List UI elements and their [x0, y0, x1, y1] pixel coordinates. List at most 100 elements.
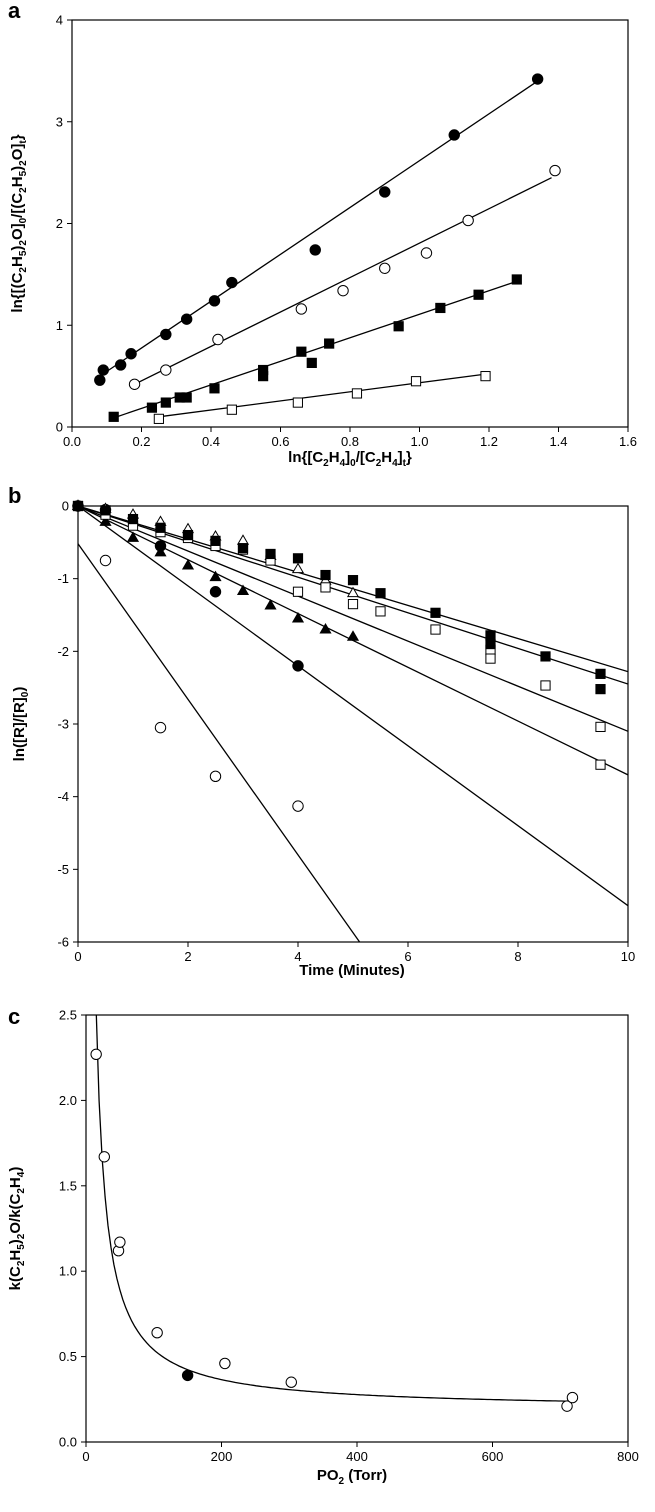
data-points: [90, 1048, 579, 1412]
data-point: [226, 404, 237, 415]
x-tick-label: 0.4: [202, 434, 220, 449]
data-point: [285, 1376, 297, 1388]
y-tick-label: -3: [57, 717, 69, 732]
data-point: [320, 569, 331, 581]
fit-line: [78, 506, 628, 907]
data-point: [595, 759, 606, 770]
data-point: [160, 364, 172, 376]
y-tick-label: 0.0: [59, 1435, 77, 1450]
data-point: [430, 607, 441, 618]
x-tick-label: 0.6: [271, 434, 289, 449]
y-tick-label: 1: [56, 318, 63, 333]
data-point: [180, 313, 193, 325]
data-point: [208, 295, 221, 307]
data-point: [379, 262, 391, 274]
y-tick-label: 2.5: [59, 1008, 77, 1023]
y-tick-label: -1: [57, 571, 69, 586]
y-axis-label: ln{[(C2H5)2O]0/[(C2H5)2O]t}: [9, 134, 29, 312]
y-tick-label: 3: [56, 114, 63, 129]
fit-line: [99, 80, 539, 377]
data-point: [485, 653, 496, 664]
data-point: [347, 575, 359, 586]
fit-line: [134, 177, 552, 385]
data-point: [90, 1048, 102, 1060]
data-points: [94, 73, 561, 424]
data-point: [462, 214, 474, 227]
data-point: [473, 289, 484, 300]
data-point: [154, 721, 167, 734]
data-point: [236, 534, 250, 545]
data-point: [114, 1236, 126, 1248]
y-tick-label: 4: [56, 13, 63, 28]
data-point: [237, 543, 249, 554]
y-tick-label: -5: [57, 862, 69, 877]
x-tick-label: 200: [211, 1449, 233, 1464]
x-tick-label: 6: [404, 949, 411, 964]
y-tick-label: 0.5: [59, 1349, 77, 1364]
panel-label: c: [8, 1004, 20, 1029]
data-point: [181, 392, 192, 403]
fit-curve: [95, 1015, 571, 1402]
data-point: [324, 338, 335, 349]
panel-label: a: [8, 0, 21, 23]
data-point: [292, 800, 304, 812]
data-point: [212, 333, 224, 346]
data-point: [72, 500, 84, 512]
data-point: [264, 598, 277, 610]
x-axis-label: Time (Minutes): [299, 962, 405, 979]
data-point: [410, 376, 422, 387]
data-point: [292, 586, 304, 597]
data-point: [151, 1326, 163, 1339]
data-point: [375, 606, 386, 617]
data-point: [219, 1357, 231, 1370]
fit-line: [78, 506, 628, 732]
data-point: [210, 535, 221, 546]
data-point: [160, 328, 172, 341]
y-tick-label: 0: [56, 420, 63, 435]
x-tick-label: 1.0: [410, 434, 428, 449]
y-tick-label: 2.0: [59, 1093, 77, 1108]
data-point: [94, 374, 106, 386]
plot-frame: [85, 1014, 629, 1443]
x-tick-label: 1.2: [480, 434, 498, 449]
data-point: [291, 612, 305, 623]
data-point: [209, 770, 222, 783]
data-point: [296, 346, 307, 357]
data-point: [114, 359, 127, 371]
data-point: [540, 651, 551, 662]
x-tick-label: 0: [74, 949, 81, 964]
data-point: [375, 588, 386, 599]
data-point: [108, 411, 119, 422]
data-point: [100, 505, 111, 516]
data-point: [125, 348, 137, 360]
x-tick-label: 400: [346, 1449, 368, 1464]
y-tick-label: 1.5: [59, 1178, 77, 1193]
data-point: [291, 562, 305, 574]
y-tick-label: 2: [56, 216, 63, 231]
x-tick-label: 1.6: [619, 434, 637, 449]
data-point: [351, 388, 363, 399]
data-point: [99, 554, 112, 567]
data-point: [540, 680, 551, 691]
data-point: [181, 559, 195, 570]
x-tick-label: 0: [82, 1449, 89, 1464]
data-point: [153, 413, 164, 424]
data-point: [97, 364, 109, 376]
chart-panel-a: a 0.0 0.2 0.4 0.6 0.8 1.0 1.2 1.4 1.6 0 1 2 3 4 ln{[C2H…: [8, 0, 637, 469]
y-tick-label: -4: [57, 789, 69, 804]
data-points: [71, 499, 606, 812]
data-point: [531, 73, 544, 85]
y-tick-label: 0: [62, 499, 69, 514]
data-point: [236, 584, 250, 595]
y-axis-label: k(C2H5)2O/k(C2H4): [7, 1167, 27, 1291]
x-axis-label: PO2 (Torr): [317, 1467, 387, 1487]
data-point: [292, 553, 304, 564]
x-tick-label: 8: [514, 949, 521, 964]
x-tick-label: 0.8: [341, 434, 359, 449]
data-point: [209, 586, 222, 598]
data-point: [319, 622, 332, 634]
fit-line: [78, 543, 361, 942]
x-tick-label: 0.2: [132, 434, 150, 449]
data-point: [309, 244, 321, 256]
